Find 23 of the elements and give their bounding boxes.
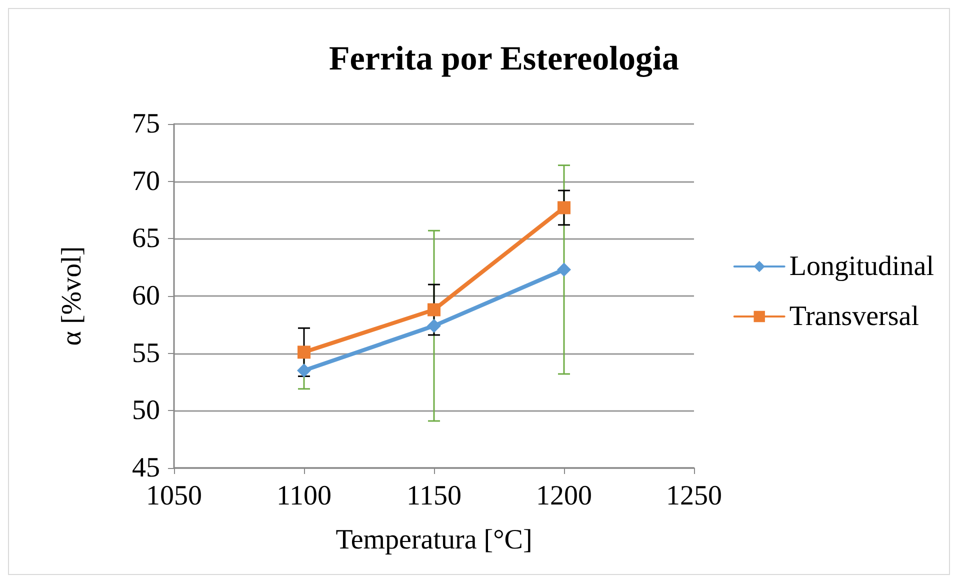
y-tick-label: 45	[132, 452, 160, 484]
point	[428, 303, 440, 316]
y-axis-title: α [%vol]	[56, 246, 88, 346]
point	[298, 346, 310, 359]
point	[297, 364, 311, 378]
x-tick-label: 1100	[276, 480, 332, 512]
chart-title: Ferrita por Estereologia	[329, 40, 679, 78]
x-tick-label: 1250	[666, 480, 722, 512]
point	[558, 201, 570, 214]
y-tick-label: 70	[132, 166, 160, 197]
point	[427, 318, 441, 333]
x-tick-label: 1150	[406, 480, 462, 512]
y-tick-label: 75	[132, 108, 160, 140]
x-axis-title: Temperatura [°C]	[336, 524, 532, 556]
legend-label: Transversal	[789, 301, 920, 332]
x-tick-label: 1050	[146, 480, 202, 512]
legend-label: Longitudinal	[789, 251, 934, 282]
y-tick-label: 50	[132, 395, 160, 426]
y-tick-label: 55	[132, 338, 160, 369]
y-tick-label: 60	[132, 280, 160, 312]
y-tick-label: 65	[132, 223, 160, 254]
point	[557, 262, 571, 277]
x-tick-label: 1200	[536, 480, 592, 512]
